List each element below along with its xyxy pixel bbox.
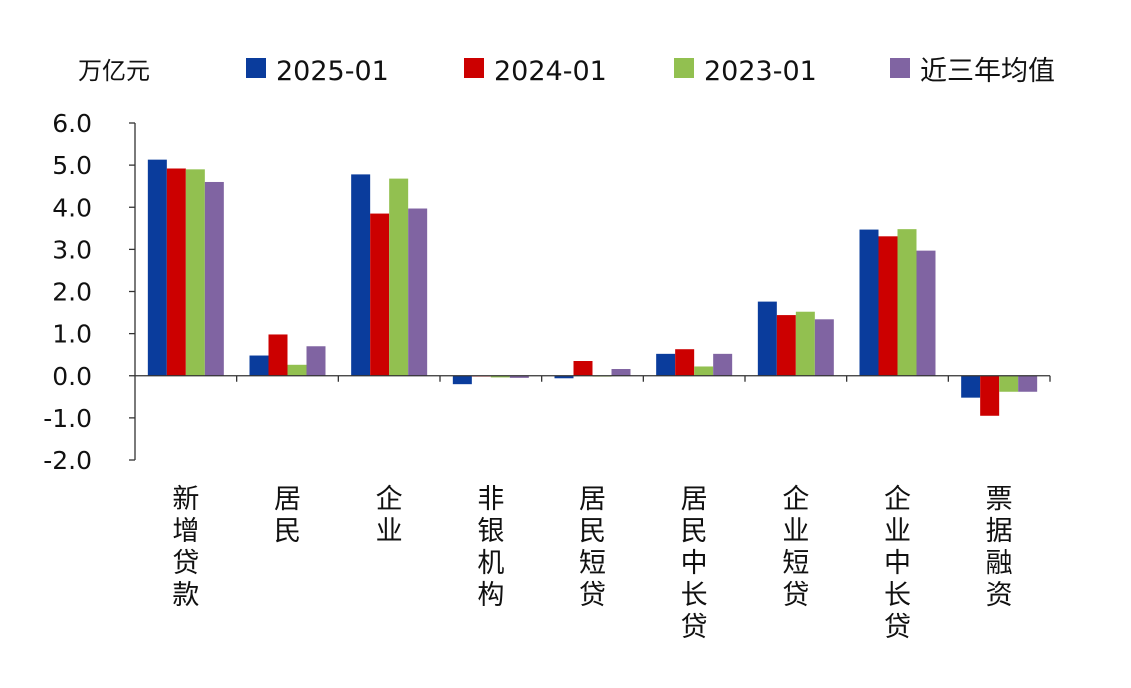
category-label: 居民短贷 bbox=[579, 484, 606, 611]
bar-4-4 bbox=[509, 375, 529, 378]
unit-label: 万亿元 bbox=[78, 57, 150, 85]
legend: 2025-01 2024-01 2023-01 近三年均值 bbox=[246, 56, 1055, 87]
bar-2-6 bbox=[675, 349, 695, 376]
bar-2-3 bbox=[370, 213, 390, 376]
legend-swatch bbox=[246, 58, 266, 78]
y-tick-label: 3.0 bbox=[52, 235, 92, 264]
bar-1-8 bbox=[859, 229, 879, 376]
y-tick-label: -1.0 bbox=[43, 404, 92, 433]
legend-item: 2023-01 bbox=[674, 56, 817, 87]
bar-1-2 bbox=[249, 355, 269, 376]
y-tick-label: 0.0 bbox=[52, 362, 92, 391]
bar-4-3 bbox=[408, 208, 428, 376]
bar-2-2 bbox=[268, 334, 288, 376]
legend-item: 近三年均值 bbox=[890, 56, 1055, 87]
bar-1-5 bbox=[554, 375, 574, 379]
bar-4-8 bbox=[916, 250, 936, 376]
legend-item: 2024-01 bbox=[464, 56, 607, 87]
bar-4-9 bbox=[1018, 375, 1038, 392]
bars bbox=[147, 159, 1038, 416]
bar-2-1 bbox=[166, 168, 186, 376]
bar-3-2 bbox=[287, 364, 307, 376]
x-axis bbox=[135, 375, 1051, 382]
legend-label: 2024-01 bbox=[494, 56, 607, 87]
bar-1-7 bbox=[757, 301, 777, 376]
bar-1-6 bbox=[656, 353, 676, 376]
bar-3-9 bbox=[999, 375, 1019, 392]
bar-4-7 bbox=[814, 319, 834, 376]
bar-2-9 bbox=[980, 375, 1000, 416]
bar-3-7 bbox=[795, 311, 815, 376]
legend-label: 近三年均值 bbox=[920, 56, 1055, 87]
legend-item: 2025-01 bbox=[246, 56, 389, 87]
bar-4-1 bbox=[204, 181, 224, 376]
bar-4-2 bbox=[306, 346, 326, 376]
bar-1-3 bbox=[351, 174, 371, 376]
y-tick-label: -2.0 bbox=[43, 446, 92, 475]
category-label: 新增贷款 bbox=[172, 484, 199, 611]
y-tick-label: 1.0 bbox=[52, 320, 92, 349]
y-tick-label: 5.0 bbox=[52, 151, 92, 180]
legend-swatch bbox=[674, 58, 694, 78]
bar-1-9 bbox=[961, 375, 981, 398]
y-tick-label: 6.0 bbox=[52, 109, 92, 138]
bar-3-1 bbox=[185, 169, 205, 376]
y-axis: 6.0 5.0 4.0 3.0 2.0 1.0 0.0 -1.0 -2.0 bbox=[43, 109, 136, 475]
bar-4-5 bbox=[611, 369, 631, 376]
legend-swatch bbox=[464, 58, 484, 78]
y-tick-label: 2.0 bbox=[52, 278, 92, 307]
bar-3-6 bbox=[694, 366, 714, 376]
category-label: 居民 bbox=[274, 484, 301, 547]
category-label: 非银机构 bbox=[477, 484, 504, 611]
category-label: 票据融资 bbox=[986, 484, 1013, 611]
bar-2-5 bbox=[573, 361, 593, 376]
bar-3-3 bbox=[389, 178, 409, 376]
bar-2-7 bbox=[776, 315, 796, 376]
legend-swatch bbox=[890, 58, 910, 78]
category-label: 企业短贷 bbox=[782, 484, 809, 611]
legend-label: 2025-01 bbox=[276, 56, 389, 87]
bar-2-8 bbox=[878, 236, 898, 376]
category-label: 企业 bbox=[376, 484, 403, 547]
legend-label: 2023-01 bbox=[704, 56, 817, 87]
bar-3-8 bbox=[897, 229, 917, 376]
category-label: 居民中长贷 bbox=[681, 484, 708, 643]
bar-1-1 bbox=[147, 159, 167, 376]
bar-3-4 bbox=[490, 375, 510, 378]
bar-1-4 bbox=[452, 375, 472, 385]
bar-4-6 bbox=[713, 353, 733, 376]
category-labels: 新增贷款 居民 企业 非银机构 居民短贷 居民中长贷 企业短贷 企业中长贷 票据融资 bbox=[172, 484, 1012, 643]
y-tick-label: 4.0 bbox=[52, 193, 92, 222]
category-label: 企业中长贷 bbox=[884, 484, 911, 643]
